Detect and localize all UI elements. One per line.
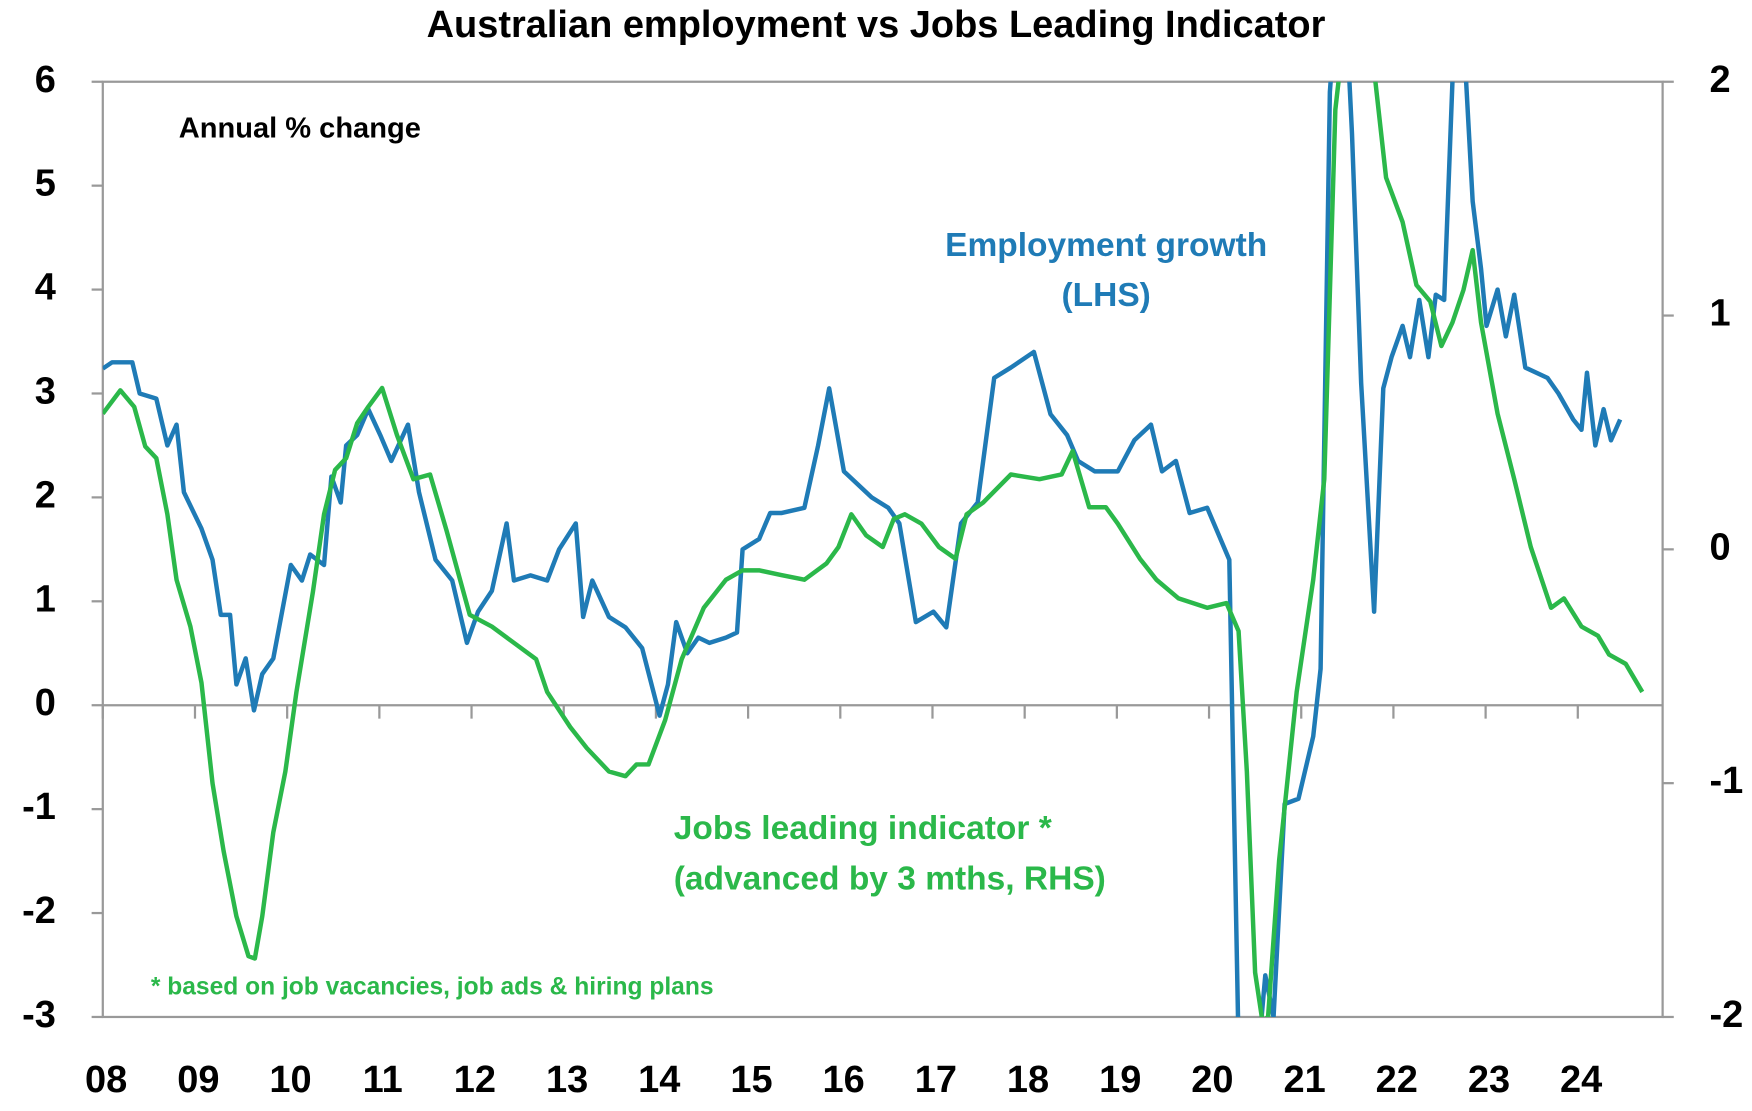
y2-tick-label: -1 xyxy=(1710,760,1744,802)
x-tick-label: 24 xyxy=(1560,1059,1602,1101)
x-tick-label: 14 xyxy=(638,1059,680,1101)
y2-tick-label: -2 xyxy=(1710,994,1744,1036)
x-tick-label: 18 xyxy=(1007,1059,1049,1101)
series-label: Employment growth xyxy=(945,227,1267,264)
y2-tick-label: 0 xyxy=(1710,526,1731,568)
y-tick-label: -1 xyxy=(22,786,56,828)
annotation: (advanced by 3 mths, RHS) xyxy=(674,861,1106,898)
annotation: (LHS) xyxy=(1061,277,1150,314)
plot-lines xyxy=(102,81,1645,1017)
annotation: Annual % change xyxy=(179,112,421,144)
x-tick-label: 11 xyxy=(363,1059,403,1101)
x-tick-label: 08 xyxy=(85,1059,127,1101)
y-tick-label: 6 xyxy=(35,59,56,101)
x-tick-label: 20 xyxy=(1191,1059,1233,1101)
chart-title: Australian employment vs Jobs Leading In… xyxy=(427,4,1326,46)
x-tick-label: 17 xyxy=(915,1059,957,1101)
series-line xyxy=(102,81,1645,1017)
y-tick-label: 0 xyxy=(35,682,56,724)
y-tick-label: 2 xyxy=(35,474,56,516)
x-tick-label: 15 xyxy=(730,1059,772,1101)
y-tick-label: 5 xyxy=(35,163,56,205)
series-label: Jobs leading indicator * xyxy=(674,810,1053,847)
x-tick-label: 22 xyxy=(1376,1059,1418,1101)
x-tick-label: 23 xyxy=(1468,1059,1510,1101)
y-tick-label: -3 xyxy=(22,994,56,1036)
footnote: * based on job vacancies, job ads & hiri… xyxy=(151,973,714,1000)
y-tick-label: -2 xyxy=(22,890,56,932)
x-tick-label: 13 xyxy=(546,1059,588,1101)
x-tick-label: 10 xyxy=(269,1059,311,1101)
x-tick-label: 21 xyxy=(1283,1059,1325,1101)
x-tick-label: 09 xyxy=(177,1059,219,1101)
y2-tick-label: 1 xyxy=(1710,293,1731,335)
x-tick-label: 16 xyxy=(823,1059,865,1101)
x-tick-label: 12 xyxy=(454,1059,496,1101)
y-tick-label: 4 xyxy=(35,267,56,309)
y-tick-label: 1 xyxy=(35,578,56,620)
series-line xyxy=(102,81,1623,1017)
x-tick-label: 19 xyxy=(1099,1059,1141,1101)
y2-tick-label: 2 xyxy=(1710,59,1731,101)
y-tick-label: 3 xyxy=(35,371,56,413)
